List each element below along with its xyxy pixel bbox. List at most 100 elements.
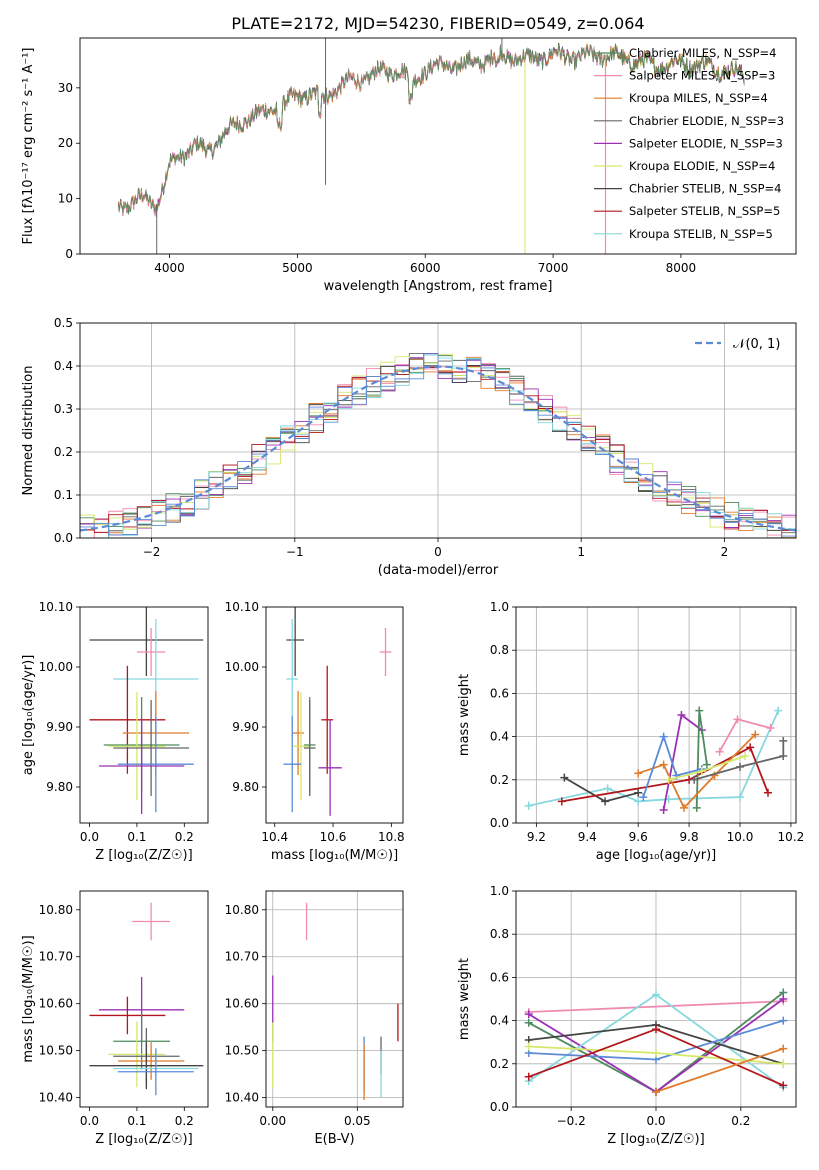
series-marker: [779, 1044, 788, 1053]
series-marker: [560, 773, 569, 782]
y-tick-label: 0.4: [490, 730, 509, 744]
x-tick-label: 0.00: [259, 1114, 286, 1128]
y-tick-label: 0.8: [490, 643, 509, 657]
y-tick-label: 30: [58, 81, 73, 95]
y-tick-label: 0.2: [490, 773, 509, 787]
x-axis-label: Z [log₁₀(Z/Z☉)]: [95, 848, 192, 863]
series-marker: [766, 723, 775, 732]
series-marker: [779, 1081, 788, 1090]
y-axis-label: mass weight: [457, 674, 472, 756]
axes-age_vs_mass: 10.4 10.6 10.8 9.80 9.90 10.00 10.10 mass [log₁…: [225, 600, 405, 863]
axes-residual_hist: −2 −1 0 1 2 0.0 0.1 0.2 0.3 0.4 0.5 (data-model)/er…: [21, 316, 797, 578]
axes-mass_vs_ebv: 0.00 0.05 10.40 10.50 10.60 10.70 10.80 E(B-V): [225, 890, 404, 1147]
y-tick-label: 0.5: [54, 316, 73, 330]
x-tick-label: 9.4: [578, 830, 597, 844]
series-marker: [690, 775, 699, 784]
series-marker: [601, 797, 610, 806]
x-tick-label: 9.2: [527, 830, 546, 844]
y-tick-label: 10.60: [39, 997, 73, 1011]
x-tick-label: 1: [577, 545, 585, 559]
plot-area: [89, 902, 204, 1096]
series-marker: [634, 797, 643, 806]
series-marker: [736, 762, 744, 771]
y-tick-label: 0.2: [490, 1057, 509, 1071]
y-tick-label: 0.4: [490, 1014, 509, 1028]
legend-label: Salpeter STELIB, N_SSP=5: [629, 204, 780, 218]
y-tick-label: 10.60: [225, 997, 259, 1011]
axes-frame: [515, 890, 797, 1108]
legend-label: Kroupa ELODIE, N_SSP=4: [629, 159, 775, 173]
series-marker: [702, 760, 711, 769]
y-tick-label: 1.0: [490, 600, 509, 614]
legend-label-normal: 𝒩(0, 1): [733, 337, 780, 352]
axes-mass_vs_z: 0.0 0.1 0.2 10.40 10.50 10.60 10.70 10.80 Z [log…: [21, 890, 209, 1147]
series-marker: [695, 706, 704, 715]
axes-spectrum: 4000 5000 6000 7000 8000 0 10 20 30 wavelength [A…: [21, 37, 797, 294]
x-axis-label: mass [log₁₀(M/M☉)]: [271, 848, 398, 863]
y-axis-label: age [log₁₀(age/yr)]: [21, 655, 36, 776]
series-line-salpeter_stelib: [561, 746, 769, 803]
x-axis-label: E(B-V): [314, 1132, 354, 1147]
axes-weight_vs_z: −0.2 0.0 0.2 0.0 0.2 0.4 0.6 0.8 1.0 Z [log₁₀(Z/Z…: [457, 884, 797, 1147]
y-tick-label: 10.40: [39, 1091, 73, 1105]
series-marker: [779, 1016, 788, 1025]
series-marker: [692, 803, 701, 812]
legend-label: Chabrier STELIB, N_SSP=4: [629, 182, 781, 196]
x-tick-label: 10.4: [261, 830, 288, 844]
x-tick-label: 7000: [538, 261, 569, 275]
x-tick-label: 10.0: [727, 830, 754, 844]
x-tick-label: 10.2: [778, 830, 805, 844]
y-axis-label: Flux [fλ10⁻¹⁷ erg cm⁻² s⁻¹ A⁻¹]: [21, 48, 36, 245]
series-marker: [779, 995, 788, 1003]
series-marker: [557, 797, 566, 806]
x-tick-label: 0.1: [127, 830, 146, 844]
y-tick-label: 10.40: [225, 1091, 259, 1105]
series-line-salpeter_miles: [528, 1000, 784, 1013]
series-marker: [733, 715, 742, 724]
axes-frame: [79, 890, 209, 1108]
series-line-blue_model: [642, 733, 703, 798]
series-marker: [524, 801, 533, 810]
series-line-kroupa_stelib: [528, 710, 780, 807]
series-marker: [634, 769, 643, 778]
y-tick-label: 10.10: [225, 600, 259, 614]
y-tick-label: 9.90: [232, 720, 259, 734]
series-marker: [634, 788, 643, 797]
series-marker: [764, 788, 772, 797]
x-tick-label: 0.0: [646, 1114, 665, 1128]
hist-blue_model: [80, 353, 796, 537]
series-marker: [652, 1049, 660, 1057]
x-tick-label: 8000: [666, 261, 697, 275]
x-axis-label: age [log₁₀(age/yr)]: [596, 848, 717, 863]
legend-label: Kroupa STELIB, N_SSP=5: [629, 227, 773, 241]
axes-frame: [79, 322, 797, 539]
x-tick-label: 9.6: [629, 830, 648, 844]
series-marker: [715, 747, 724, 756]
y-tick-label: 9.80: [46, 780, 73, 794]
x-axis-label: wavelength [Angstrom, rest frame]: [324, 279, 553, 294]
x-tick-label: 10.6: [320, 830, 347, 844]
x-tick-label: 0.1: [127, 1114, 146, 1128]
y-tick-label: 10.50: [225, 1044, 259, 1058]
legend-label: Chabrier MILES, N_SSP=4: [629, 46, 776, 60]
series-marker: [659, 760, 668, 769]
x-tick-label: 0.2: [175, 1114, 194, 1128]
y-tick-label: 1.0: [490, 884, 509, 898]
series-marker: [664, 775, 673, 784]
y-tick-label: 0.6: [490, 970, 509, 984]
y-tick-label: 0.1: [54, 488, 73, 502]
x-axis-label: Z [log₁₀(Z/Z☉)]: [607, 1132, 704, 1147]
normal-curve: [80, 365, 796, 532]
plot-area: [80, 323, 796, 538]
series-marker: [697, 767, 706, 776]
x-tick-label: 0.0: [80, 1114, 99, 1128]
plot-area: [283, 607, 392, 816]
axes-frame: [79, 606, 209, 824]
y-tick-label: 0: [65, 247, 73, 261]
series-marker: [741, 752, 750, 761]
series-marker: [779, 1059, 788, 1068]
series-marker: [652, 990, 660, 999]
legend-label: Chabrier ELODIE, N_SSP=3: [629, 114, 784, 128]
y-axis-label: mass weight: [457, 958, 472, 1040]
legend-label: Salpeter MILES, N_SSP=3: [629, 69, 775, 83]
